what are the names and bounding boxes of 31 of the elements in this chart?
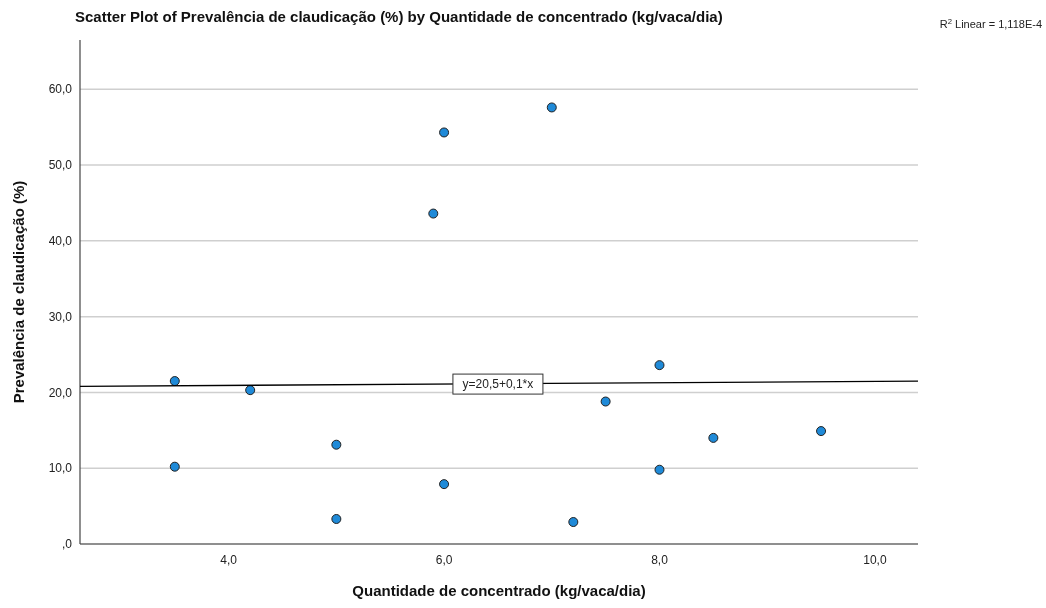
- y-tick-label: 50,0: [48, 158, 73, 173]
- x-tick-label: 6,0: [435, 553, 453, 567]
- point: [331, 513, 342, 524]
- y-tick-label: 10,0: [48, 461, 73, 476]
- point: [439, 127, 450, 138]
- point: [169, 376, 180, 387]
- point: [600, 396, 611, 407]
- point: [245, 385, 256, 396]
- point: [439, 479, 450, 490]
- x-tick-label: 4,0: [220, 553, 238, 567]
- point: [708, 432, 719, 443]
- y-tick-label: ,0: [61, 537, 73, 552]
- point: [331, 439, 342, 450]
- point: [816, 426, 827, 437]
- y-axis-title: Prevalência de claudicação (%): [10, 180, 27, 404]
- point: [568, 517, 579, 528]
- y-tick-label: 60,0: [48, 82, 73, 97]
- y-tick-label: 30,0: [48, 309, 73, 324]
- chart-title: Scatter Plot of Prevalência de claudicação (%) by Quantidade de concentrado (kg/vaca/dia): [75, 8, 723, 25]
- point: [654, 464, 665, 475]
- x-tick-label: 8,0: [651, 553, 669, 567]
- text: R$^{2}$ Linear = 1,118E-4: [939, 16, 1042, 30]
- point: [169, 461, 180, 472]
- y-tick-label: 40,0: [48, 234, 73, 249]
- point: [654, 360, 665, 371]
- point: [428, 208, 439, 219]
- y-tick-label: 20,0: [48, 385, 73, 400]
- annotation: y=20,5+0,1*x: [462, 377, 534, 392]
- point: [546, 102, 557, 113]
- x-tick-label: 10,0: [863, 553, 887, 567]
- x-axis-title: Quantidade de concentrado (kg/vaca/dia): [352, 582, 646, 599]
